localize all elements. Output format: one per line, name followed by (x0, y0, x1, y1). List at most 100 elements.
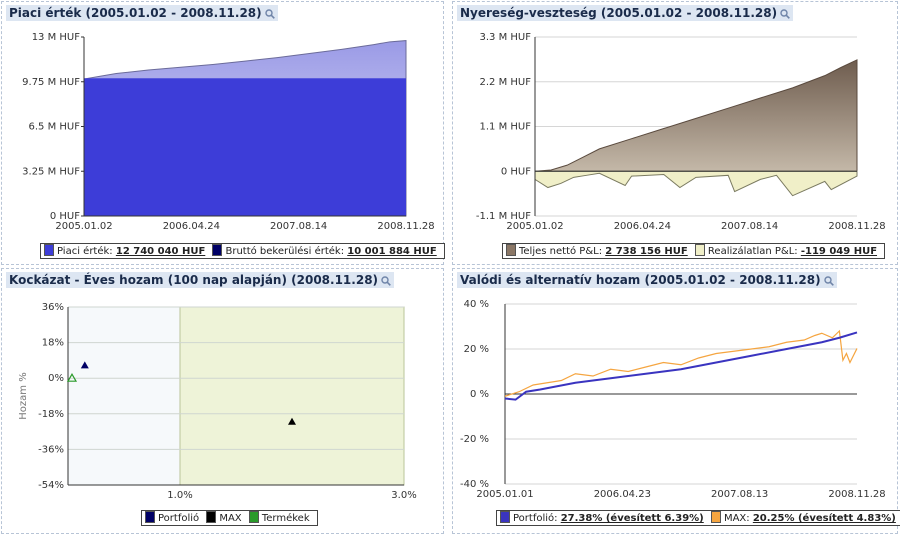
zoom-icon[interactable] (264, 8, 275, 19)
title-text: Piaci érték (2005.01.02 - 2008.11.28) (9, 6, 262, 20)
legend-label: MAX (219, 513, 242, 524)
y-tick-label: 36% (42, 302, 64, 313)
legend-swatch (248, 511, 259, 523)
series-area-total-pnl (534, 59, 858, 172)
x-tick-label: 2005.01.01 (476, 489, 533, 500)
returns-panel: 40 % 20 % 0 % -20 % -40 % 2005.01.01 2006.04.2… (452, 268, 900, 534)
legend-swatch (206, 511, 217, 523)
y-tick-label: 2.2 M HUF (480, 77, 532, 88)
x-tick-label: 2008.11.28 (828, 489, 885, 500)
legend: Portfolió MAX Termékek (141, 510, 318, 526)
x-tick-label: 2006.04.24 (614, 221, 671, 232)
legend-item[interactable]: Portfolió (145, 511, 200, 524)
legend-label: Piaci érték: (57, 246, 113, 257)
y-tick-label: 3.25 M HUF (22, 166, 80, 177)
title-text: Nyereség-veszteség (2005.01.02 - 2008.11… (460, 6, 778, 20)
legend: Teljes nettó P&L: 2 738 156 HUF Realizál… (502, 243, 886, 259)
legend-swatch (710, 511, 721, 523)
y-tick-label: 9.75 M HUF (22, 77, 80, 88)
y-tick-label: -20 % (460, 434, 489, 445)
risk-chart: 36% 18% 0% -18% -36% -54% 1.0% 3.0% Hozam % (18, 302, 417, 501)
legend-swatch (212, 244, 223, 256)
series-line-max (504, 329, 858, 397)
point-max (288, 417, 296, 425)
zoom-icon[interactable] (823, 275, 834, 286)
x-tick-label: 2006.04.23 (594, 489, 651, 500)
y-tick-label: 3.3 M HUF (480, 32, 532, 43)
y-tick-label: -18% (38, 409, 64, 420)
x-tick-label: 2007.08.14 (721, 221, 778, 232)
pnl-chart: -1.1 M HUF 0 HUF 1.1 M HUF 2.2 M HUF 3.3 M H… (476, 32, 886, 232)
legend-value: 20.25% (évesített 4.83%) (752, 513, 896, 524)
panel-title: Kockázat - Éves hozam (100 nap alapján) … (6, 272, 395, 288)
x-tick-label: 2005.01.02 (506, 221, 563, 232)
pnl-panel: -1.1 M HUF 0 HUF 1.1 M HUF 2.2 M HUF 3.3 M H… (452, 1, 898, 265)
legend-item[interactable]: Bruttó bekerülési érték: 10 001 884 HUF (212, 244, 437, 257)
legend-label: Bruttó bekerülési érték: (225, 246, 345, 257)
y-axis-label: Hozam % (18, 372, 29, 419)
title-text: Valódi és alternatív hozam (2005.01.02 -… (460, 273, 821, 287)
legend-value: 27.38% (évesített 6.39%) (560, 513, 704, 524)
zoom-icon[interactable] (381, 275, 391, 286)
point-portfolió (80, 361, 89, 369)
plot-bg-right (179, 306, 405, 486)
y-tick-label: 13 M HUF (32, 32, 81, 43)
series-area-unrealized-pnl (534, 170, 858, 197)
x-tick-label: 2006.04.24 (163, 221, 220, 232)
legend-label: Teljes nettó P&L: (519, 246, 603, 257)
y-tick-label: -1.1 M HUF (476, 211, 531, 222)
legend-value: -119 049 HUF (800, 246, 878, 257)
legend-swatch (44, 244, 54, 256)
legend-label: Portfolió: (513, 513, 558, 524)
legend-item[interactable]: Piaci érték: 12 740 040 HUF (44, 244, 206, 257)
risk-panel: 36% 18% 0% -18% -36% -54% 1.0% 3.0% Hozam % Kock… (1, 268, 444, 534)
legend-item[interactable]: Realizálatlan P&L: -119 049 HUF (694, 244, 878, 257)
panel-title: Nyereség-veszteség (2005.01.02 - 2008.11… (457, 5, 794, 21)
y-tick-label: 0 HUF (50, 211, 80, 222)
legend: Portfolió: 27.38% (évesített 6.39%) MAX:… (496, 510, 900, 526)
legend-item[interactable]: Teljes nettó P&L: 2 738 156 HUF (506, 244, 688, 257)
y-tick-label: 40 % (464, 299, 489, 310)
legend-item[interactable]: MAX: 20.25% (évesített 4.83%) (710, 511, 896, 524)
legend-item[interactable]: Portfolió: 27.38% (évesített 6.39%) (500, 511, 704, 524)
y-tick-label: 0 % (470, 389, 489, 400)
legend-item[interactable]: MAX (206, 511, 242, 524)
y-tick-label: 6.5 M HUF (29, 122, 81, 133)
legend-swatch (694, 244, 705, 256)
x-tick-label: 2008.11.28 (828, 221, 885, 232)
x-tick-label: 2007.08.14 (270, 221, 327, 232)
title-text: Kockázat - Éves hozam (100 nap alapján) … (9, 273, 379, 287)
returns-chart: 40 % 20 % 0 % -20 % -40 %2005.01.01 2006.04.2… (460, 299, 886, 500)
plot-bg-left (68, 307, 180, 485)
zoom-icon[interactable] (780, 8, 790, 19)
legend-value: 10 001 884 HUF (347, 246, 437, 257)
legend-label: Portfolió (158, 513, 200, 524)
legend-item[interactable]: Termékek (248, 511, 310, 524)
legend-value: 2 738 156 HUF (605, 246, 688, 257)
y-tick-label: -36% (38, 444, 64, 455)
point-termékek (66, 372, 78, 382)
y-tick-label: 0 HUF (501, 166, 531, 177)
y-tick-label: -54% (38, 480, 64, 491)
legend-label: MAX: (723, 513, 750, 524)
x-tick-label: 2008.11.28 (377, 221, 434, 232)
legend-swatch (145, 511, 155, 523)
y-tick-label: 18% (42, 338, 64, 349)
y-tick-label: 20 % (464, 344, 489, 355)
legend-value: 12 740 040 HUF (115, 246, 206, 257)
x-tick-label: 3.0% (391, 490, 416, 501)
x-tick-label: 2005.01.02 (55, 221, 112, 232)
market-value-chart: 0 HUF 3.25 M HUF 6.5 M HUF 9.75 M HUF 13 M H… (22, 32, 434, 232)
legend-label: Termékek (261, 513, 310, 524)
series-area-gross-cost (84, 78, 406, 216)
legend-swatch (506, 244, 516, 256)
legend-swatch (500, 511, 510, 523)
legend: Piaci érték: 12 740 040 HUF Bruttó beker… (40, 243, 445, 259)
y-tick-label: 0% (48, 373, 64, 384)
x-tick-label: 1.0% (167, 490, 192, 501)
series-line-portfolió (504, 331, 858, 401)
panel-title: Piaci érték (2005.01.02 - 2008.11.28) (6, 5, 278, 21)
x-tick-label: 2007.08.13 (711, 489, 768, 500)
legend-label: Realizálatlan P&L: (707, 246, 798, 257)
y-tick-label: 1.1 M HUF (480, 122, 532, 133)
